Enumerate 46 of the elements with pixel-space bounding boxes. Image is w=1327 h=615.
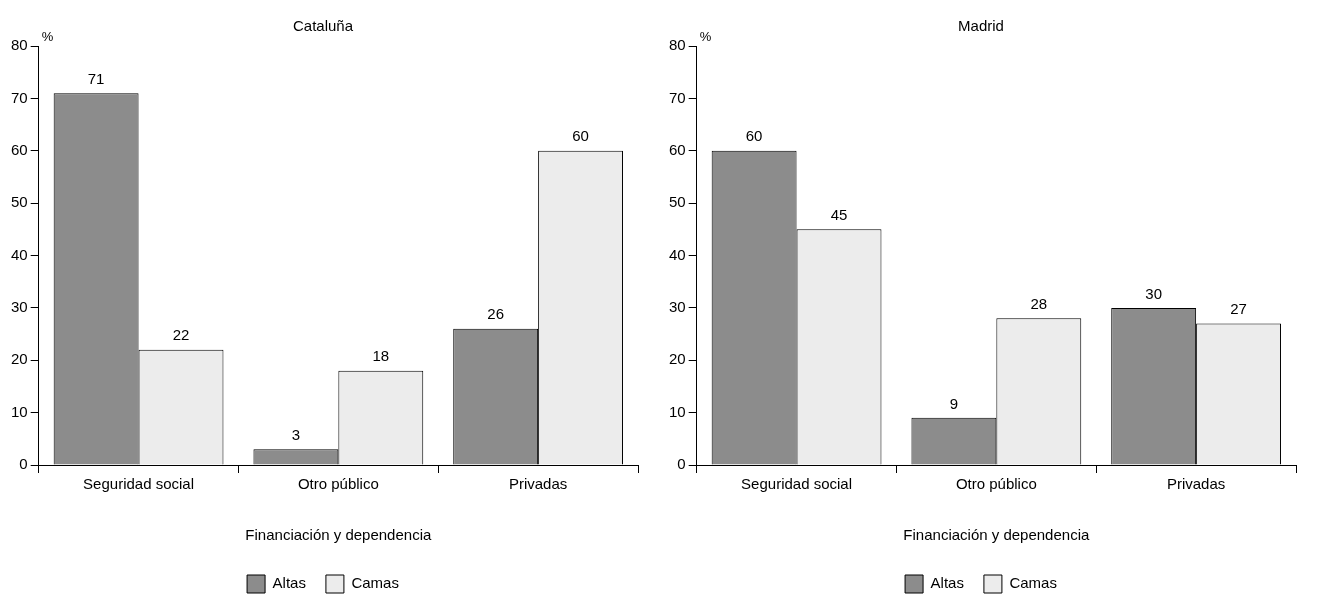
y-tick-label: 10 [669, 402, 686, 420]
data-label: 30 [1145, 284, 1163, 302]
data-label: 3 [291, 425, 301, 443]
x-tick-label: Privadas [1166, 475, 1226, 493]
y-axis-title: % [699, 29, 712, 45]
data-label: 18 [372, 347, 390, 365]
data-label: 60 [745, 127, 763, 145]
y-tick-label: 40 [11, 245, 28, 263]
y-tick-label: 0 [19, 455, 28, 473]
data-label: 22 [172, 326, 190, 344]
legend-label: Altas [930, 574, 964, 592]
x-tick-label: Seguridad social [83, 475, 195, 493]
data-label: 27 [1230, 300, 1247, 318]
y-tick-label: 40 [669, 245, 686, 263]
legend-label: Camas [351, 574, 399, 592]
y-tick-label: 80 [669, 36, 686, 54]
y-tick-label: 30 [669, 298, 686, 316]
chart-title: Madrid [958, 17, 1004, 35]
data-label: 28 [1030, 294, 1048, 312]
x-axis-title: Financiación y dependencia [245, 526, 432, 544]
y-tick-label: 60 [11, 140, 28, 158]
y-tick-label: 30 [11, 298, 28, 316]
chart-title: Cataluña [292, 17, 354, 35]
x-tick-label: Otro público [955, 475, 1037, 493]
y-tick-label: 70 [11, 88, 28, 106]
data-label: 60 [572, 127, 589, 145]
y-tick-label: 80 [11, 36, 28, 54]
y-tick-label: 20 [669, 350, 686, 368]
x-tick-label: Otro público [297, 475, 379, 493]
y-tick-label: 0 [677, 455, 686, 473]
y-tick-label: 50 [669, 193, 686, 211]
y-tick-label: 20 [11, 350, 28, 368]
data-label: 26 [487, 305, 505, 323]
y-tick-label: 50 [11, 193, 28, 211]
data-label: 45 [830, 205, 848, 223]
y-tick-label: 10 [11, 402, 28, 420]
x-tick-label: Seguridad social [741, 475, 853, 493]
legend-label: Altas [272, 574, 306, 592]
y-tick-label: 70 [669, 88, 686, 106]
x-axis-title: Financiación y dependencia [903, 526, 1090, 544]
x-tick-label: Privadas [508, 475, 568, 493]
data-label: 71 [87, 69, 105, 87]
data-label: 9 [949, 394, 959, 412]
y-axis-title: % [41, 29, 54, 45]
legend-label: Camas [1009, 574, 1057, 592]
y-tick-label: 60 [669, 140, 686, 158]
